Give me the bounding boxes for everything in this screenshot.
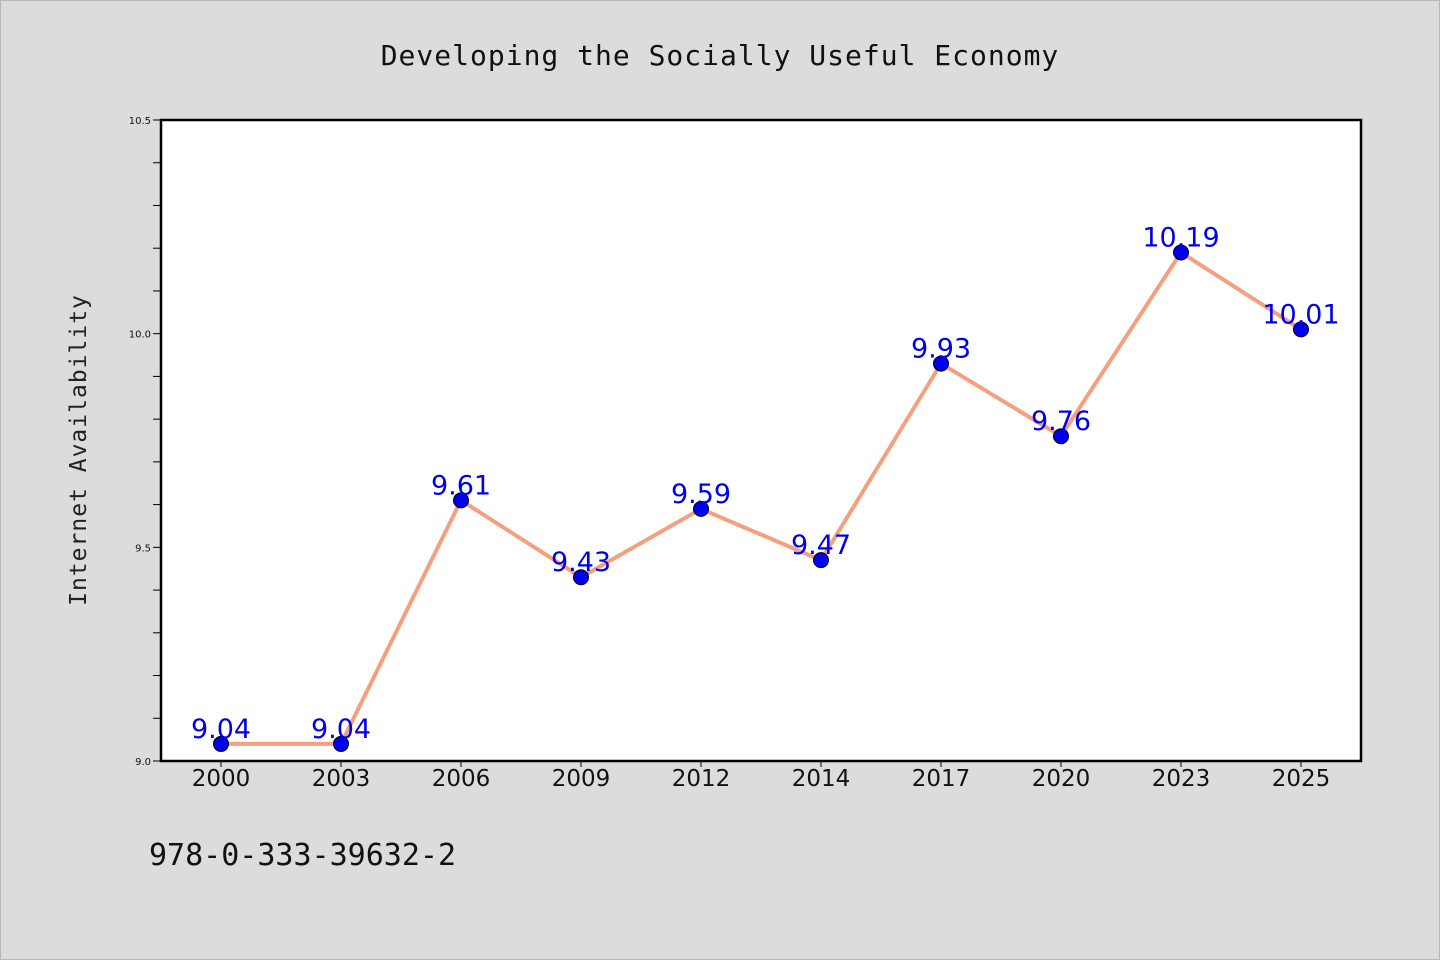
plot-area bbox=[161, 120, 1361, 761]
x-tick-label: 2025 bbox=[1272, 766, 1331, 792]
data-label: 10.19 bbox=[1142, 222, 1219, 253]
data-label: 9.43 bbox=[551, 547, 611, 578]
x-tick-label: 2014 bbox=[792, 766, 851, 792]
data-point bbox=[573, 569, 589, 586]
chart-title: Developing the Socially Useful Economy bbox=[381, 39, 1060, 72]
x-tick-label: 2012 bbox=[672, 766, 731, 792]
data-point bbox=[213, 735, 229, 752]
data-label: 9.61 bbox=[431, 470, 491, 501]
x-tick-label: 2023 bbox=[1152, 766, 1211, 792]
y-tick-label: 10.5 bbox=[129, 116, 151, 127]
data-label: 10.01 bbox=[1262, 299, 1339, 330]
x-tick-label: 2006 bbox=[432, 766, 491, 792]
series-line-group bbox=[219, 250, 1303, 746]
x-axis: 2000 2003 2006 2009 2012 2014 2017 2020 2023 2025 bbox=[192, 761, 1331, 792]
x-tick-label: 2020 bbox=[1032, 766, 1091, 792]
y-tick-label: 9.0 bbox=[135, 757, 151, 768]
data-label: 9.47 bbox=[791, 530, 851, 561]
x-tick-label: 2009 bbox=[552, 766, 611, 792]
data-point bbox=[813, 552, 829, 569]
series-line bbox=[219, 250, 1303, 746]
plot-frame bbox=[159, 118, 1363, 763]
data-label: 9.59 bbox=[671, 479, 731, 510]
y-tick-label: 9.5 bbox=[135, 543, 151, 554]
data-label: 9.04 bbox=[191, 714, 251, 745]
markers-group bbox=[213, 244, 1309, 752]
x-tick-label: 2000 bbox=[192, 766, 251, 792]
x-tick-label: 2017 bbox=[912, 766, 971, 792]
data-point bbox=[1293, 321, 1309, 338]
y-axis: 9.0 9.5 10.0 10.5 bbox=[129, 116, 161, 768]
isbn-caption: 978-0-333-39632-2 bbox=[149, 838, 456, 873]
data-point bbox=[693, 500, 709, 517]
data-point bbox=[1173, 244, 1189, 261]
x-tick-label: 2003 bbox=[312, 766, 371, 792]
data-point bbox=[453, 492, 469, 509]
data-point bbox=[1053, 428, 1069, 445]
data-labels-group: 9.04 9.04 9.61 9.43 9.59 9.47 9.93 9.76 10.19 10.… bbox=[191, 222, 1340, 744]
data-point bbox=[933, 355, 949, 372]
data-label: 9.76 bbox=[1031, 406, 1091, 437]
y-tick-label: 10.0 bbox=[129, 330, 151, 341]
data-point bbox=[333, 735, 349, 752]
data-label: 9.04 bbox=[311, 714, 371, 745]
data-label: 9.93 bbox=[911, 334, 971, 365]
y-axis-label: Internet Availability bbox=[66, 294, 92, 606]
